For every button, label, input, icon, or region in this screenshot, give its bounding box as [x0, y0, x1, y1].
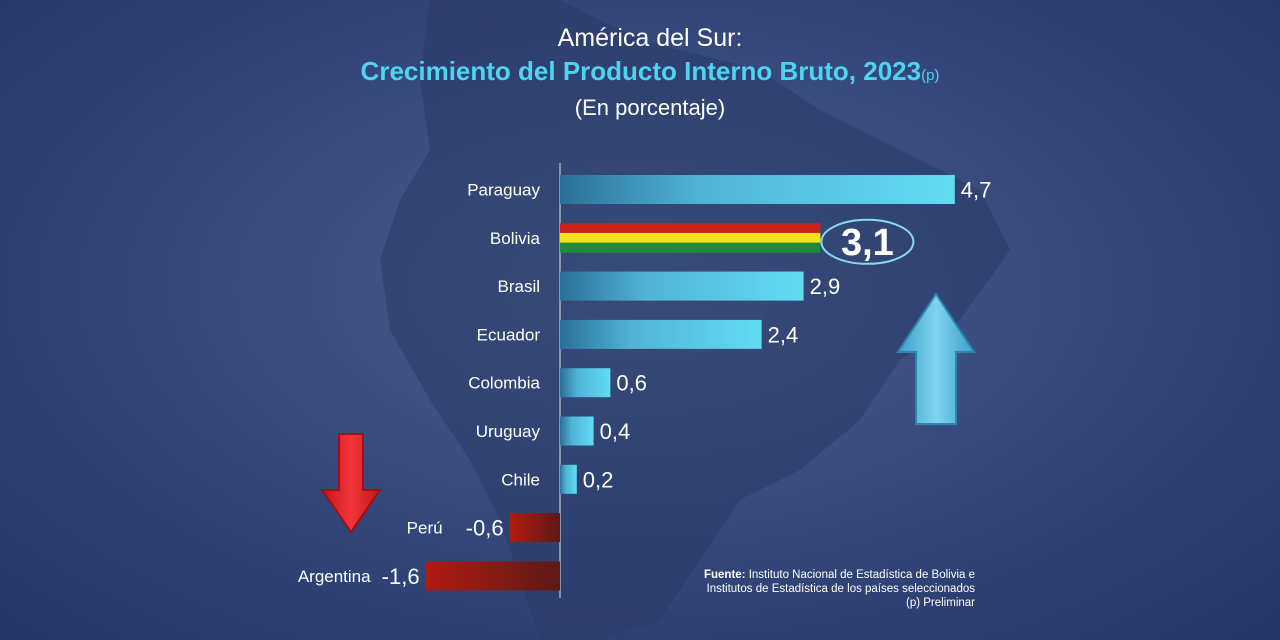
- value-label-argentina: -1,6: [382, 564, 420, 589]
- bar-bolivia-stripe: [560, 223, 821, 234]
- bar-bolivia-stripe: [560, 242, 821, 253]
- value-label-peru: -0,6: [466, 516, 504, 541]
- source-note: Fuente: Instituto Nacional de Estadístic…: [640, 568, 975, 610]
- bar-paraguay: [560, 175, 955, 204]
- bar-uruguay: [560, 416, 594, 446]
- value-label-uruguay: 0,4: [600, 419, 631, 444]
- category-label-colombia: Colombia: [468, 374, 540, 393]
- category-label-peru: Perú: [407, 519, 443, 538]
- source-line-1: Fuente: Instituto Nacional de Estadístic…: [640, 568, 975, 582]
- bar-colombia: [560, 368, 611, 398]
- bar-ecuador: [560, 319, 762, 349]
- value-label-ecuador: 2,4: [768, 322, 799, 347]
- preliminary-marker: (p): [921, 67, 940, 84]
- category-label-uruguay: Uruguay: [476, 422, 541, 441]
- bar-peru: [509, 513, 560, 543]
- category-label-argentina: Argentina: [298, 567, 371, 586]
- value-label-colombia: 0,6: [616, 371, 647, 396]
- source-line-1-text: Instituto Nacional de Estadística de Bol…: [748, 569, 975, 581]
- bar-bolivia-stripe: [560, 232, 821, 244]
- source-line-2: Institutos de Estadística de los países …: [706, 583, 976, 595]
- unit-note: (En porcentaje): [574, 95, 726, 120]
- source-line-3: (p) Preliminar: [905, 597, 975, 609]
- chart-subtitle: Crecimiento del Producto Interno Bruto, …: [20, 54, 1280, 93]
- category-label-bolivia: Bolivia: [490, 229, 541, 248]
- value-label-chile: 0,2: [583, 467, 614, 492]
- highlight-ellipse: [820, 218, 915, 265]
- chart-subtitle-text: Crecimiento del Producto Interno Bruto, …: [360, 56, 922, 86]
- bar-chile: [560, 464, 577, 494]
- category-label-ecuador: Ecuador: [477, 325, 541, 344]
- bar-brasil: [560, 271, 804, 301]
- bar-argentina: [425, 561, 560, 591]
- value-label-brasil: 2,9: [810, 274, 841, 299]
- value-label-bolivia: 3,1: [841, 222, 894, 264]
- category-label-chile: Chile: [501, 470, 540, 489]
- value-label-paraguay: 4,7: [961, 178, 992, 203]
- category-label-brasil: Brasil: [497, 277, 540, 296]
- category-label-paraguay: Paraguay: [467, 181, 540, 200]
- arrow-down-icon: [320, 433, 382, 534]
- source-label: Fuente:: [703, 569, 746, 581]
- chart-title: América del Sur:: [557, 24, 743, 52]
- arrow-up-icon: [896, 292, 976, 425]
